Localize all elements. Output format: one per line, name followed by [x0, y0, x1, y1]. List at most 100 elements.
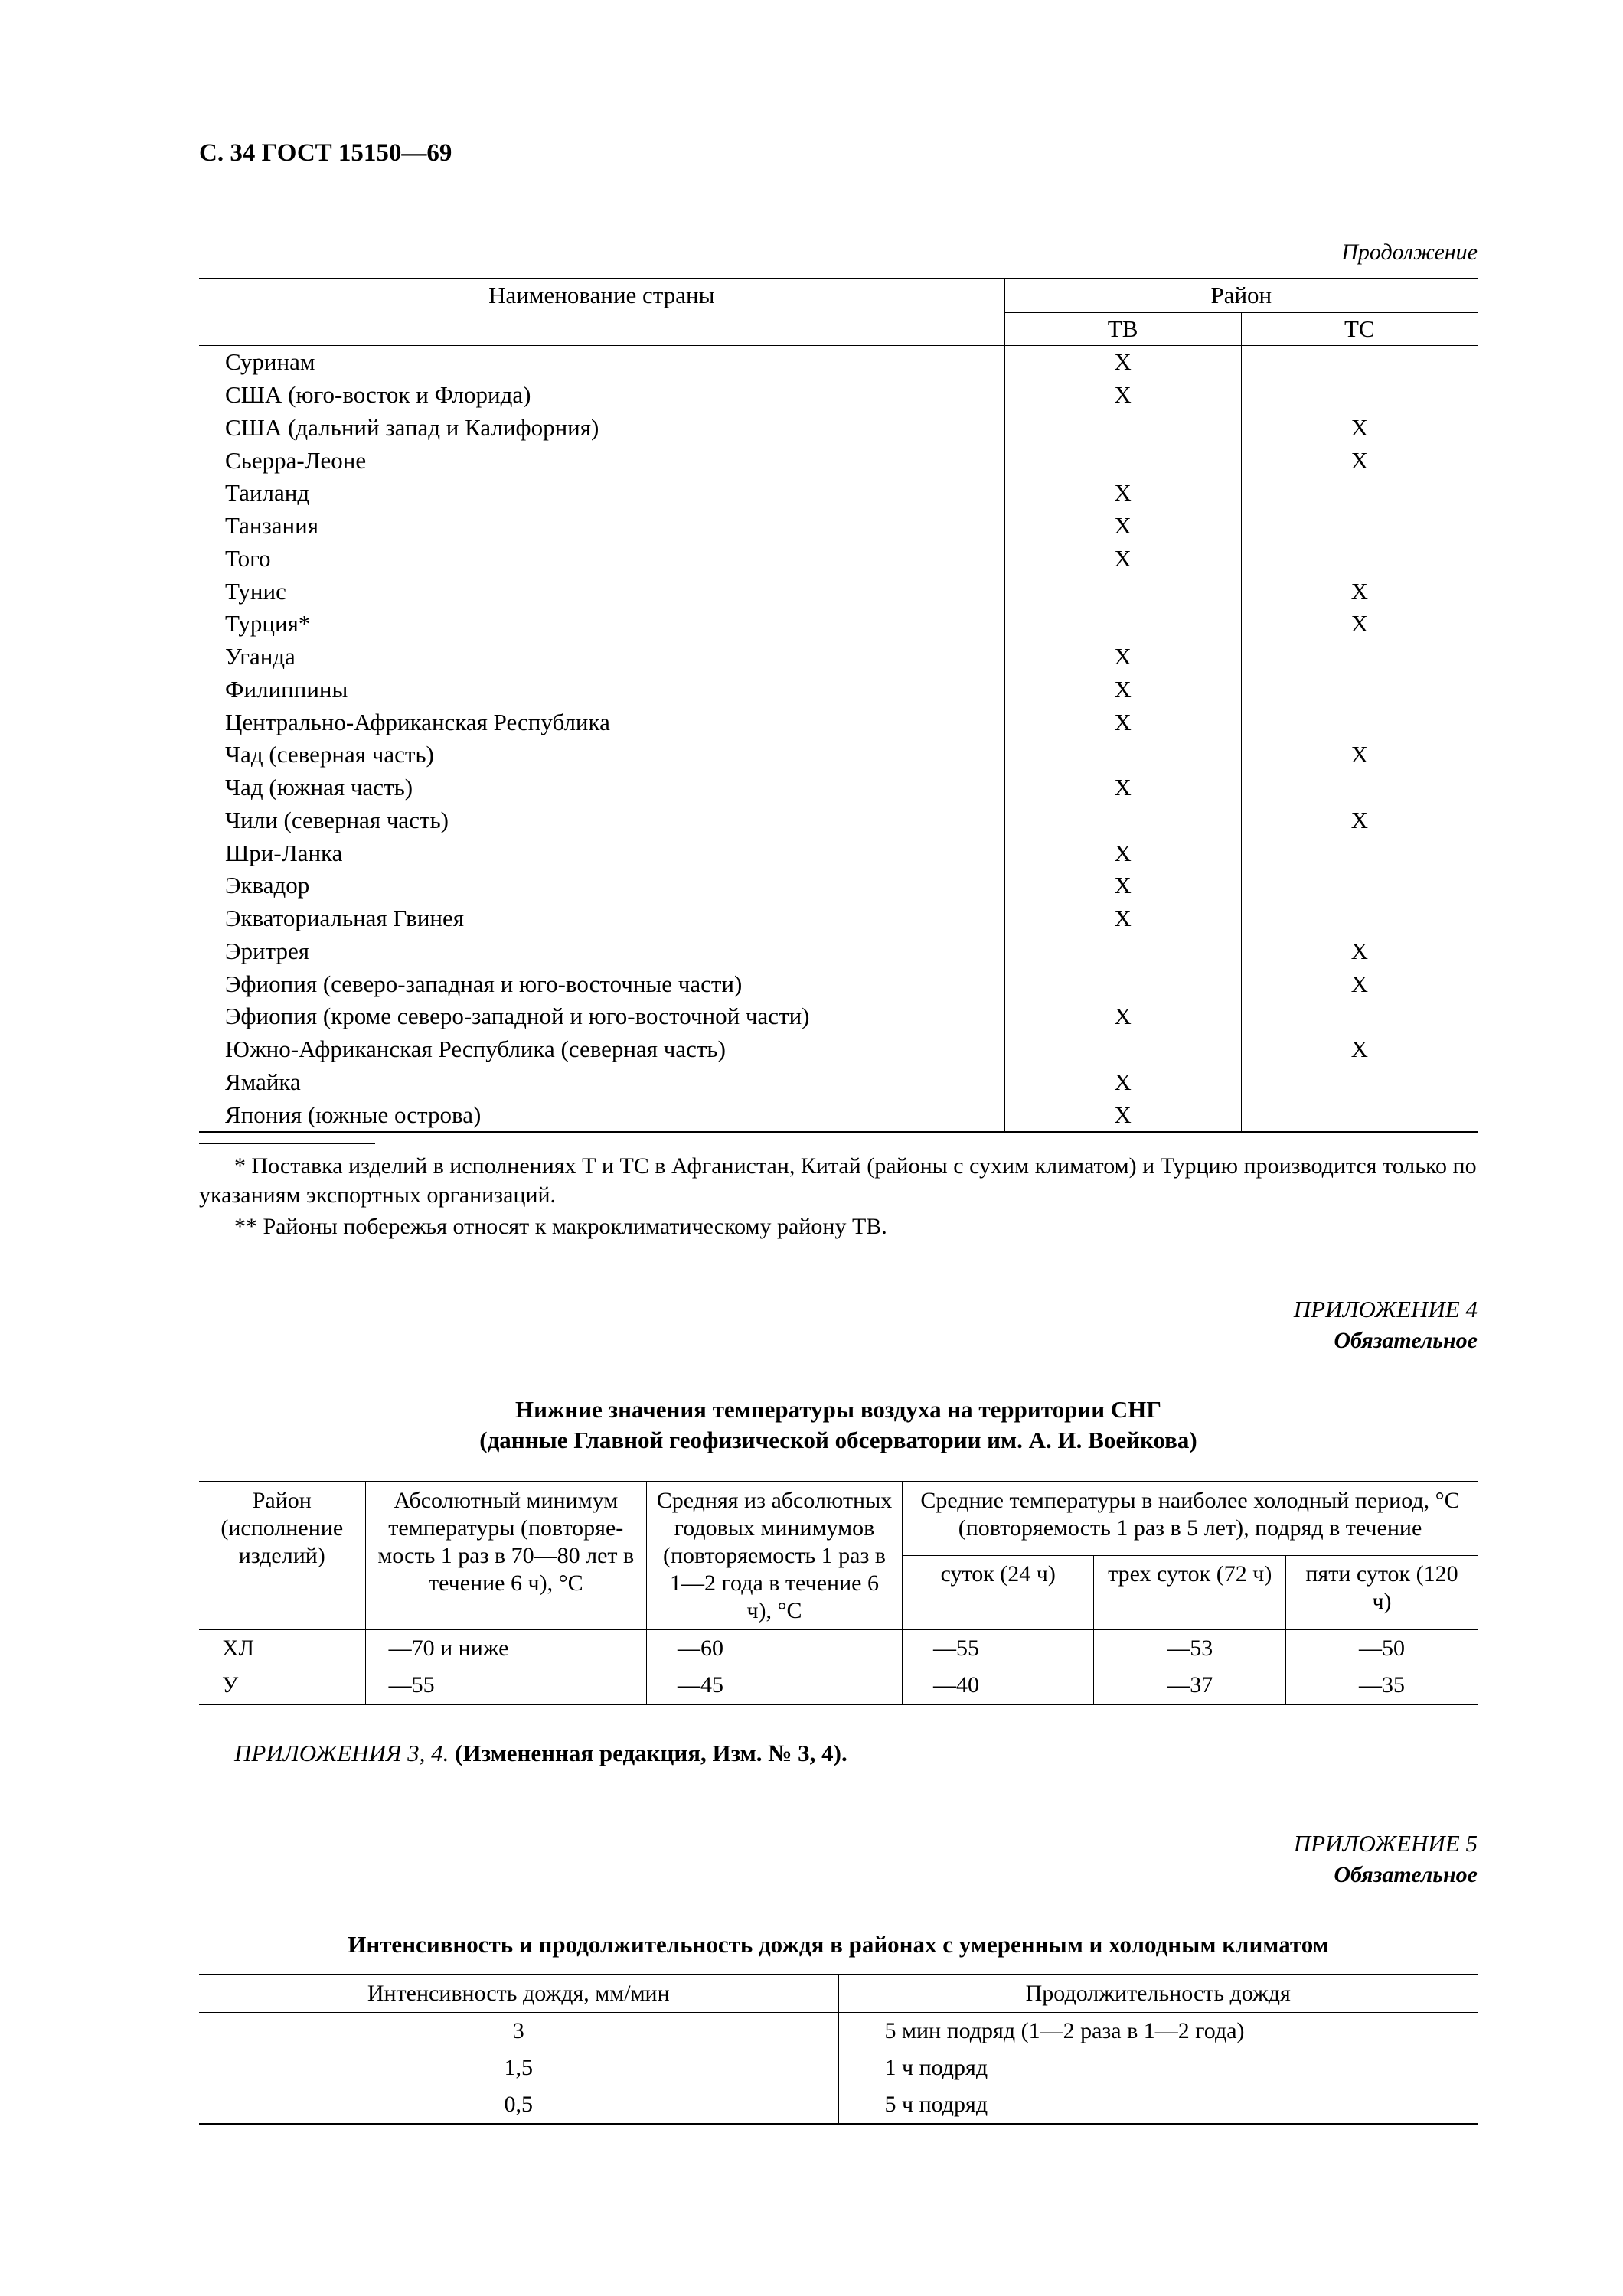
country-tc — [1241, 510, 1478, 543]
table-row: Экваториальная ГвинеяX — [199, 902, 1478, 935]
country-tv — [1004, 804, 1241, 837]
country-tc: X — [1241, 804, 1478, 837]
table-row: ТунисX — [199, 576, 1478, 608]
table-row: СуринамX — [199, 346, 1478, 379]
col-tc: ТС — [1241, 312, 1478, 346]
table-row: ЯмайкаX — [199, 1066, 1478, 1099]
country-tc — [1241, 379, 1478, 412]
appendices-3-4-note: ПРИЛОЖЕНИЯ 3, 4. (Измененная редакция, И… — [199, 1739, 1478, 1769]
country-tv: X — [1004, 379, 1241, 412]
table-row: Эфиопия (кроме северо-западной и юго-вос… — [199, 1000, 1478, 1033]
col-group: Район — [1004, 279, 1478, 312]
country-tc — [1241, 1000, 1478, 1033]
t2-r1-d72: —37 — [1094, 1667, 1286, 1704]
country-name: США (юго-восток и Флорида) — [199, 379, 1004, 412]
country-tc — [1241, 543, 1478, 576]
country-name: Таиланд — [199, 477, 1004, 510]
country-name: Эфиопия (кроме северо-западной и юго-вос… — [199, 1000, 1004, 1033]
country-tv — [1004, 1033, 1241, 1066]
appendix5-mandatory: Обязательное — [199, 1861, 1478, 1890]
country-name: Сьерра-Леоне — [199, 445, 1004, 478]
page-header: С. 34 ГОСТ 15150—69 — [199, 138, 1478, 169]
table-row: Чад (южная часть)X — [199, 771, 1478, 804]
t2-r1-avgmin: —45 — [646, 1667, 902, 1704]
country-tv — [1004, 412, 1241, 445]
country-tc: X — [1241, 739, 1478, 771]
table-row: ТаиландX — [199, 477, 1478, 510]
country-tv — [1004, 608, 1241, 641]
t2-h-cold: Средние температуры в наиболее холодный … — [902, 1482, 1478, 1556]
table-row: УгандаX — [199, 641, 1478, 673]
country-name: Чад (северная часть) — [199, 739, 1004, 771]
country-tc: X — [1241, 445, 1478, 478]
t2-h-72: трех суток (72 ч) — [1094, 1556, 1286, 1629]
table3-title: Интенсивность и продолжительность дождя … — [199, 1929, 1478, 1960]
country-name: Чили (северная часть) — [199, 804, 1004, 837]
temperatures-table: Район (исполнение изделий) Абсолютный ми… — [199, 1481, 1478, 1705]
table-row: Турция*X — [199, 608, 1478, 641]
country-tv: X — [1004, 543, 1241, 576]
t2-r1-d120: —35 — [1285, 1667, 1478, 1704]
t2-r1-absmin: —55 — [365, 1667, 646, 1704]
country-tv: X — [1004, 510, 1241, 543]
table-row: ТанзанияX — [199, 510, 1478, 543]
t2-h-avgmin: Средняя из абсолют­ных годовых миниму­мо… — [646, 1482, 902, 1630]
col-tv: ТВ — [1004, 312, 1241, 346]
country-tc — [1241, 706, 1478, 739]
t2-r0-d120: —50 — [1285, 1629, 1478, 1667]
country-name: Уганда — [199, 641, 1004, 673]
country-tv — [1004, 968, 1241, 1001]
country-tc — [1241, 902, 1478, 935]
rain-table: Интенсивность дождя, мм/мин Продолжитель… — [199, 1974, 1478, 2125]
t2-r0-avgmin: —60 — [646, 1629, 902, 1667]
t3-r0-i: 3 — [199, 2012, 838, 2050]
country-name: Чад (южная часть) — [199, 771, 1004, 804]
table-row: ХЛ —70 и ниже —60 —55 —53 —50 — [199, 1629, 1478, 1667]
country-tc: X — [1241, 935, 1478, 968]
country-name: Того — [199, 543, 1004, 576]
country-tv: X — [1004, 673, 1241, 706]
country-name: Филиппины — [199, 673, 1004, 706]
footnote-rule — [199, 1143, 375, 1144]
table-row: ФилиппиныX — [199, 673, 1478, 706]
country-name: Экваториальная Гвинея — [199, 902, 1004, 935]
country-tv: X — [1004, 706, 1241, 739]
table-row: США (юго-восток и Флорида)X — [199, 379, 1478, 412]
table-row: ЭквадорX — [199, 869, 1478, 902]
country-tv: X — [1004, 346, 1241, 379]
note34-bold: (Измененная редакция, Изм. № 3, 4). — [455, 1740, 847, 1766]
col-country: Наименование страны — [199, 279, 1004, 346]
country-tc — [1241, 641, 1478, 673]
country-tv: X — [1004, 1099, 1241, 1133]
appendix4-label: ПРИЛОЖЕНИЕ 4 — [199, 1295, 1478, 1325]
t2-r0-reg: ХЛ — [199, 1629, 365, 1667]
table-row: 3 5 мин подряд (1—2 раза в 1—2 года) — [199, 2012, 1478, 2050]
country-tc: X — [1241, 608, 1478, 641]
table-row: ТогоX — [199, 543, 1478, 576]
country-tv: X — [1004, 771, 1241, 804]
country-name: Южно-Африканская Республика (северная ча… — [199, 1033, 1004, 1066]
country-tc: X — [1241, 1033, 1478, 1066]
continuation-label: Продолжение — [199, 238, 1478, 267]
t3-h-intens: Интенсивность дождя, мм/мин — [199, 1975, 838, 2013]
t3-r2-i: 0,5 — [199, 2086, 838, 2124]
country-tc — [1241, 837, 1478, 870]
country-tv: X — [1004, 837, 1241, 870]
country-tv: X — [1004, 1000, 1241, 1033]
country-tv — [1004, 739, 1241, 771]
t3-r1-i: 1,5 — [199, 2050, 838, 2086]
countries-table: Наименование страны Район ТВ ТС СуринамX… — [199, 278, 1478, 1133]
country-tv: X — [1004, 641, 1241, 673]
t2-r0-absmin: —70 и ниже — [365, 1629, 646, 1667]
country-tv: X — [1004, 902, 1241, 935]
country-tc: X — [1241, 412, 1478, 445]
t2-r0-d24: —55 — [902, 1629, 1094, 1667]
country-tv: X — [1004, 869, 1241, 902]
t2-r0-d72: —53 — [1094, 1629, 1286, 1667]
t3-h-dur: Продолжительность дождя — [838, 1975, 1478, 2013]
country-tc — [1241, 1099, 1478, 1133]
country-tc — [1241, 1066, 1478, 1099]
table-row: 0,5 5 ч подряд — [199, 2086, 1478, 2124]
footnote-2: ** Районы побережья относят к макроклима… — [199, 1212, 1478, 1241]
country-name: Тунис — [199, 576, 1004, 608]
